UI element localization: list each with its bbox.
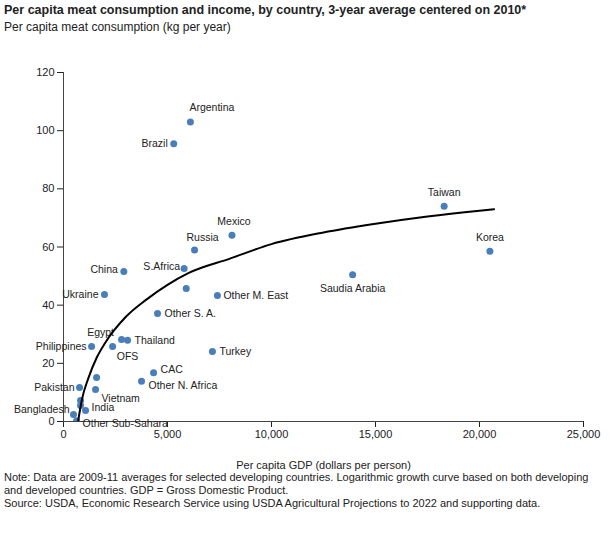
svg-text:10,000: 10,000 <box>255 428 289 440</box>
svg-text:Turkey: Turkey <box>219 345 251 357</box>
svg-text:CAC: CAC <box>161 363 184 375</box>
svg-text:Egypt: Egypt <box>87 325 114 338</box>
svg-text:60: 60 <box>42 241 54 253</box>
svg-text:Taiwan: Taiwan <box>428 186 461 198</box>
svg-text:20,000: 20,000 <box>463 428 497 440</box>
svg-text:Other N. Africa: Other N. Africa <box>149 379 218 391</box>
svg-text:China: China <box>90 263 118 275</box>
html-text:Source: USDA, Economic Researc: Source: USDA, Economic Research Service … <box>4 497 541 509</box>
svg-text:Ukraine: Ukraine <box>62 288 98 300</box>
svg-text:Bangladesh: Bangladesh <box>14 403 70 415</box>
svg-text:Other M. East: Other M. East <box>223 289 288 301</box>
svg-text:Mexico: Mexico <box>217 215 250 227</box>
svg-text:Per capita GDP (dollars per pe: Per capita GDP (dollars per person) <box>236 459 411 471</box>
svg-text:Vietnam: Vietnam <box>101 391 140 404</box>
svg-text:Pakistan: Pakistan <box>34 381 74 393</box>
svg-text:Saudia Arabia: Saudia Arabia <box>320 282 386 294</box>
html-text:Note: Data are 2009-11 average: Note: Data are 2009-11 averages for sele… <box>4 471 589 496</box>
html-text:Per capita meat consumption an: Per capita meat consumption and income, … <box>4 3 527 17</box>
svg-text:Other S. A.: Other S. A. <box>165 307 216 319</box>
svg-text:S.Africa: S.Africa <box>143 260 180 272</box>
svg-text:5,000: 5,000 <box>154 428 182 440</box>
svg-text:Philippines: Philippines <box>36 340 87 352</box>
svg-text:40: 40 <box>42 299 54 311</box>
svg-text:Argentina: Argentina <box>189 101 234 113</box>
svg-text:Korea: Korea <box>476 231 504 243</box>
svg-text:25,000: 25,000 <box>567 428 601 440</box>
svg-text:0: 0 <box>48 415 54 427</box>
svg-text:15,000: 15,000 <box>359 428 393 440</box>
svg-text:20: 20 <box>42 357 54 369</box>
svg-text:OFS: OFS <box>117 350 139 362</box>
svg-text:India: India <box>92 401 115 413</box>
svg-text:Brazil: Brazil <box>141 137 167 149</box>
svg-text:Thailand: Thailand <box>135 334 175 346</box>
svg-text:120: 120 <box>36 66 54 78</box>
html-text:Per capita meat consumption (k: Per capita meat consumption (kg per year… <box>4 20 231 34</box>
svg-text:Other Sub-Sahara: Other Sub-Sahara <box>83 417 168 429</box>
svg-text:80: 80 <box>42 182 54 194</box>
svg-text:100: 100 <box>36 124 54 136</box>
svg-text:0: 0 <box>60 428 66 440</box>
svg-text:Russia: Russia <box>186 231 218 243</box>
